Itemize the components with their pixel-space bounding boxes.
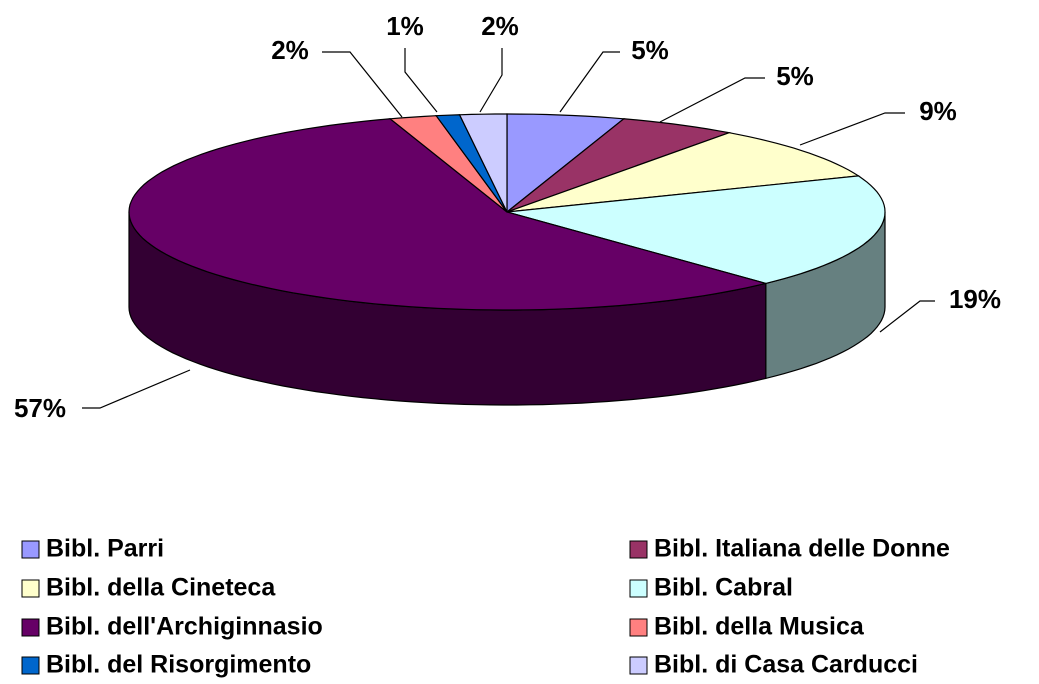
legend-swatch [21, 579, 40, 598]
leader-line [322, 51, 403, 118]
legend-swatch [21, 618, 40, 637]
legend-label: Bibl. del Risorgimento [46, 651, 311, 679]
legend-swatch [629, 540, 648, 559]
slice [506, 118, 732, 213]
legend-label: Bibl. della Musica [654, 613, 865, 641]
leader-line [404, 48, 438, 113]
data-label: 2% [481, 11, 519, 41]
legend-swatch [629, 618, 648, 637]
data-label: 2% [271, 35, 309, 65]
slice [506, 132, 861, 213]
slice [128, 118, 766, 311]
slice [506, 113, 626, 214]
data-label: 5% [631, 35, 669, 65]
legend-label: Bibl. Italiana delle Donne [654, 535, 950, 563]
leader-line [659, 77, 765, 123]
legend-label: Bibl. Parri [46, 535, 164, 563]
data-label: 19% [949, 284, 1001, 314]
data-label: 9% [919, 96, 957, 126]
legend-swatch [629, 656, 648, 675]
slice [506, 175, 886, 285]
leader-line [799, 112, 905, 146]
data-label: 1% [386, 11, 424, 41]
leader-line [559, 51, 620, 113]
slice [458, 113, 508, 213]
leader-line [82, 369, 191, 409]
legend-label: Bibl. Cabral [654, 574, 793, 602]
data-label: 57% [14, 393, 66, 423]
legend-swatch [629, 579, 648, 598]
legend-swatch [21, 656, 40, 675]
legend-label: Bibl. dell'Archiginnasio [46, 613, 323, 641]
legend-swatch [21, 540, 40, 559]
leader-line [879, 300, 935, 333]
legend-label: Bibl. di Casa Carducci [654, 651, 918, 679]
legend-label: Bibl. della Cineteca [46, 574, 276, 602]
leader-line [479, 48, 503, 113]
data-label: 5% [776, 61, 814, 91]
